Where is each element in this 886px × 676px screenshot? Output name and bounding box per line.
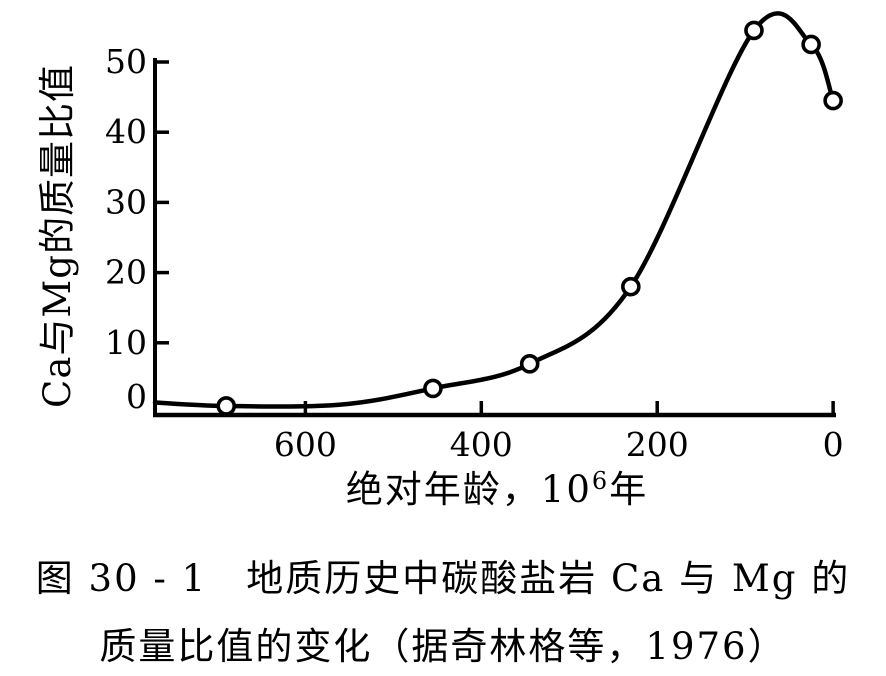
y-tick-label: 10 [105,323,147,362]
data-point-marker [801,34,821,55]
data-point-marker [216,396,237,416]
data-point-marker [823,90,843,111]
data-curve [152,11,836,409]
y-tick-label: 0 [126,377,147,416]
y-axis-label: Ca与Mg的质量比值 [36,64,79,408]
x-tick-label: 200 [626,425,689,464]
x-axis-label: 绝对年龄，106年 [346,467,648,511]
data-point-marker [423,378,443,399]
data-point-marker [621,276,641,297]
y-tick-label: 40 [105,112,147,151]
data-point-marker [519,354,540,374]
chart-canvas: 600 400 200 0 0 10 20 30 40 50 绝对年龄，106年 Ca与Mg的质量比值 [36,11,844,511]
y-tick-label: 30 [105,182,147,221]
y-tick-label: 20 [105,253,147,292]
y-tick-label: 50 [105,42,147,81]
x-tick-label: 0 [823,425,844,464]
x-tick-label: 400 [450,425,513,464]
figure-caption-line-2: 质量比值的变化（据奇林格等，1976） [99,625,787,668]
data-point-marker [744,20,764,41]
x-tick-label: 600 [274,425,337,464]
figure-caption-line-1: 图 30 - 1 地质历史中碳酸盐岩 Ca 与 Mg 的 [35,557,851,600]
